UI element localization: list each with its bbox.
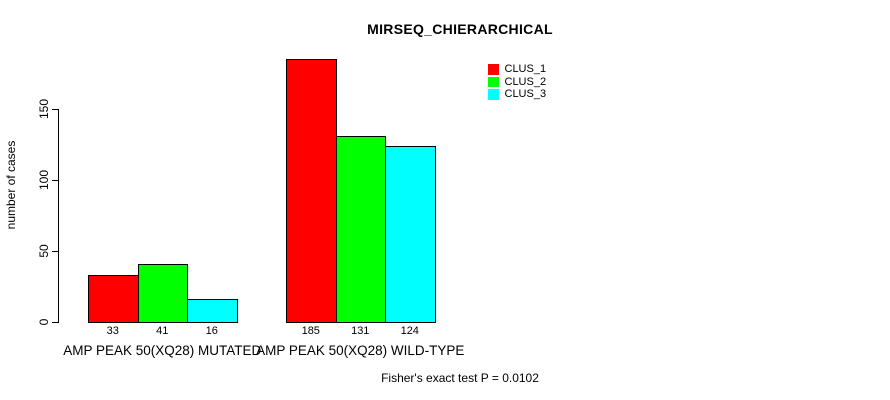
y-axis-tick xyxy=(52,109,59,110)
bar-clus_1-group2 xyxy=(286,59,337,323)
y-axis-tick xyxy=(52,180,59,181)
y-axis-tick-label: 150 xyxy=(37,98,51,120)
bar-value-label: 124 xyxy=(400,325,419,337)
bar-clus_1-group1 xyxy=(88,275,139,323)
bar-value-label: 131 xyxy=(351,325,370,337)
y-axis-tick-label: 100 xyxy=(37,169,51,191)
legend-swatch xyxy=(488,89,499,100)
legend-swatch xyxy=(488,64,499,75)
y-axis-title: number of cases xyxy=(4,140,18,230)
bar-value-label: 41 xyxy=(156,325,169,337)
legend-swatch xyxy=(488,76,499,87)
category-label: AMP PEAK 50(XQ28) MUTATED xyxy=(63,343,262,358)
stat-annotation: Fisher's exact test P = 0.0102 xyxy=(381,371,539,385)
bar-clus_3-group2 xyxy=(385,145,436,323)
legend-item: CLUS_2 xyxy=(488,76,546,89)
legend-label: CLUS_2 xyxy=(504,75,547,88)
bar-clus_2-group2 xyxy=(335,135,386,323)
bar-value-label: 185 xyxy=(301,325,320,337)
bar-clus_2-group1 xyxy=(137,263,188,323)
y-axis-tick-label: 0 xyxy=(37,318,51,326)
legend: CLUS_1 CLUS_2 CLUS_3 xyxy=(488,63,546,101)
y-axis-tick-label: 50 xyxy=(37,244,51,258)
legend-item: CLUS_3 xyxy=(488,88,546,101)
y-axis-line xyxy=(58,109,59,323)
y-axis-tick xyxy=(52,251,59,252)
legend-label: CLUS_3 xyxy=(504,88,547,100)
bar-value-label: 33 xyxy=(106,325,119,337)
category-label: AMP PEAK 50(XQ28) WILD-TYPE xyxy=(256,343,465,358)
y-axis-tick xyxy=(52,322,59,323)
bar-value-label: 16 xyxy=(205,325,218,337)
legend-label: CLUS_1 xyxy=(504,63,547,75)
bar-clus_3-group1 xyxy=(187,299,238,323)
chart-title: MIRSEQ_CHIERARCHICAL xyxy=(367,21,553,37)
legend-item: CLUS_1 xyxy=(488,63,546,76)
